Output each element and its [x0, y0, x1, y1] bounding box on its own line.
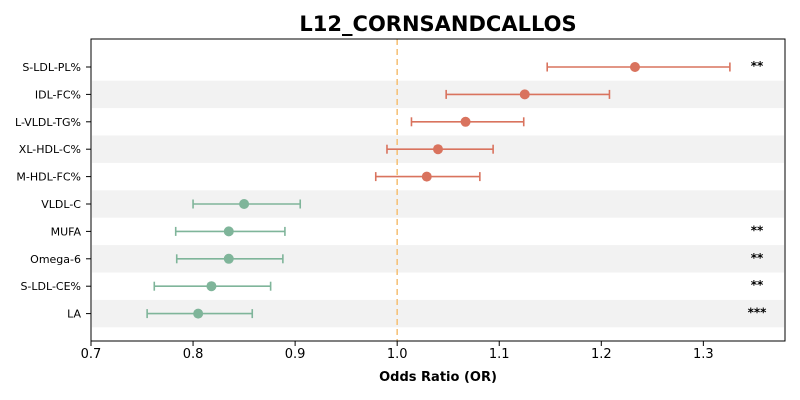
or-point	[460, 116, 471, 127]
row-MUFA: MUFA **	[51, 223, 764, 238]
y-tick-label: VLDL-C	[41, 198, 81, 211]
row-IDL-FC%: IDL-FC%	[35, 88, 611, 101]
row-S-LDL-CE%: S-LDL-CE% **	[20, 278, 764, 293]
y-tick-label: S-LDL-PL%	[22, 61, 81, 74]
x-tick-label: 0.8	[183, 347, 204, 362]
row-band	[92, 80, 784, 109]
y-tick-label: Omega-6	[30, 253, 81, 266]
y-tick-label: S-LDL-CE%	[20, 280, 81, 293]
or-point	[629, 62, 640, 72]
row-VLDL-C: VLDL-C	[41, 198, 302, 211]
significance-label: **	[751, 251, 764, 265]
row-M-HDL-FC%: M-HDL-FC%	[16, 171, 481, 184]
or-point	[223, 226, 234, 237]
y-tick-label: M-HDL-FC%	[16, 171, 81, 184]
x-tick-label: 1.1	[489, 347, 510, 362]
significance-label: **	[751, 223, 764, 237]
or-point	[421, 171, 432, 182]
x-tick-label: 1.2	[591, 347, 612, 362]
or-point	[239, 199, 250, 209]
row-LA: LA ***	[67, 306, 767, 321]
y-tick-label: L-VLDL-TG%	[15, 116, 81, 129]
row-Omega-6: Omega-6 **	[30, 251, 764, 266]
significance-label: ***	[748, 306, 768, 320]
y-tick-label: LA	[67, 308, 81, 321]
x-tick-label: 0.7	[81, 347, 102, 362]
y-tick-label: MUFA	[51, 225, 82, 238]
y-tick-label: XL-HDL-C%	[19, 143, 81, 156]
x-tick-label: 1.0	[387, 347, 408, 362]
y-tick-label: IDL-FC%	[35, 88, 81, 101]
x-axis-label: Odds Ratio (OR)	[379, 370, 497, 385]
significance-label: **	[751, 278, 764, 292]
chart-title: L12_CORNSANDCALLOS	[299, 12, 576, 36]
or-point	[206, 281, 217, 292]
or-point	[223, 253, 234, 264]
or-point	[519, 89, 530, 100]
x-tick-label: 0.9	[285, 347, 306, 362]
x-axis: 0.7 0.8 0.9 1.0 1.1 1.2 1.3	[81, 341, 714, 362]
row-XL-HDL-C%: XL-HDL-C%	[19, 143, 494, 156]
or-point	[433, 144, 443, 155]
or-point	[193, 308, 204, 319]
row-S-LDL-PL%: S-LDL-PL% **	[22, 59, 764, 74]
plot-frame	[90, 38, 786, 342]
row-L-VLDL-TG%: L-VLDL-TG%	[15, 116, 525, 129]
rows-group: S-LDL-PL% ** IDL-FC% L-VLDL-TG% XL-HDL-C% M-H…	[15, 59, 767, 321]
x-tick-label: 1.3	[693, 347, 714, 362]
significance-label: **	[751, 59, 764, 73]
